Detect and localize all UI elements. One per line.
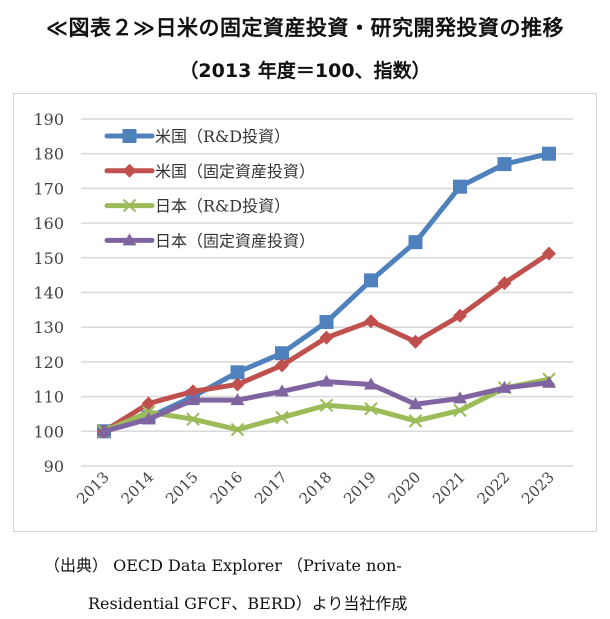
data-point <box>497 276 512 291</box>
legend: 米国（R&D投資） 米国（固定資産投資） 日本（R&D投資） 日本（固定資産投資） <box>104 127 315 250</box>
legend-label: 日本（R&D投資） <box>155 197 290 216</box>
data-point <box>319 314 334 329</box>
data-point <box>408 334 423 349</box>
data-point <box>364 377 378 390</box>
y-tick-label: 160 <box>33 214 64 233</box>
series-3 <box>97 374 556 437</box>
x-tick-label: 2013 <box>73 468 113 508</box>
data-point <box>542 246 556 261</box>
y-tick-label: 150 <box>33 249 64 268</box>
data-point <box>141 412 156 425</box>
legend-marker <box>122 129 137 143</box>
gridlines <box>81 118 573 467</box>
data-point <box>186 393 200 406</box>
x-tick-label: 2014 <box>118 468 158 508</box>
x-tick-label: 2023 <box>518 468 558 508</box>
data-point <box>141 396 156 411</box>
data-point <box>497 380 512 393</box>
data-point <box>319 398 334 412</box>
y-tick-label: 100 <box>33 422 64 441</box>
data-point <box>364 314 378 329</box>
x-tick-label: 2022 <box>474 468 514 508</box>
legend-item: 米国（固定資産投資） <box>104 162 315 181</box>
chart-subtitle: （2013 年度＝100、指数） <box>179 60 431 82</box>
data-point <box>186 412 200 426</box>
legend-item: 日本（R&D投資） <box>104 197 290 216</box>
data-point <box>275 410 289 425</box>
data-point <box>408 397 423 410</box>
legend-marker <box>122 233 137 246</box>
chart-title: ≪図表２≫日米の固定資産投資・研究開発投資の推移 <box>46 16 564 40</box>
data-point <box>97 424 111 437</box>
series-lines <box>97 146 556 439</box>
legend-item: 米国（R&D投資） <box>104 127 290 146</box>
legend-marker <box>122 198 137 213</box>
data-point <box>275 346 289 361</box>
x-tick-label: 2015 <box>162 468 202 508</box>
data-point <box>275 358 289 373</box>
data-point <box>230 365 245 380</box>
source-note-line-1: （出典） OECD Data Explorer （Private non- <box>44 556 402 575</box>
data-point <box>364 273 378 288</box>
data-point <box>230 393 245 406</box>
data-point <box>453 391 467 404</box>
y-tick-label: 110 <box>33 388 64 407</box>
y-tick-labels: 90 100 110 120 130 140 150 160 170 180 190 <box>33 110 64 476</box>
y-tick-label: 120 <box>33 353 64 372</box>
x-tick-label: 2019 <box>340 468 380 508</box>
legend-marker <box>122 163 137 178</box>
y-tick-label: 180 <box>33 145 64 164</box>
x-tick-labels: 2013 2014 2015 2016 2017 2018 2019 2020 2021 2022… <box>73 468 558 508</box>
y-tick-label: 170 <box>33 179 64 198</box>
legend-label: 米国（固定資産投資） <box>155 162 315 181</box>
data-point <box>453 403 467 418</box>
y-tick-label: 190 <box>33 110 64 129</box>
x-tick-label: 2016 <box>207 468 247 508</box>
data-point <box>453 179 467 194</box>
data-point <box>453 308 467 323</box>
data-point <box>364 402 378 416</box>
data-point <box>408 235 423 250</box>
x-tick-label: 2020 <box>385 468 425 508</box>
data-point <box>230 377 245 392</box>
x-tick-label: 2021 <box>429 468 469 508</box>
data-point <box>186 384 200 399</box>
legend-label: 米国（R&D投資） <box>155 127 290 146</box>
x-tick-label: 2018 <box>296 468 336 508</box>
data-point <box>275 384 289 397</box>
data-point <box>408 414 423 428</box>
data-point <box>319 330 334 345</box>
chart-frame <box>13 93 597 532</box>
data-point <box>230 422 245 437</box>
legend-item: 日本（固定資産投資） <box>104 231 315 250</box>
data-point <box>319 374 334 387</box>
data-point <box>542 375 556 388</box>
y-tick-label: 140 <box>33 284 64 303</box>
data-point <box>542 146 556 161</box>
x-tick-label: 2017 <box>251 468 291 508</box>
data-point <box>497 157 512 172</box>
y-tick-label: 90 <box>44 457 64 476</box>
legend-label: 日本（固定資産投資） <box>155 231 315 250</box>
y-tick-label: 130 <box>33 318 64 337</box>
source-note-line-2: Residential GFCF、BERD）より当社作成 <box>88 594 408 613</box>
